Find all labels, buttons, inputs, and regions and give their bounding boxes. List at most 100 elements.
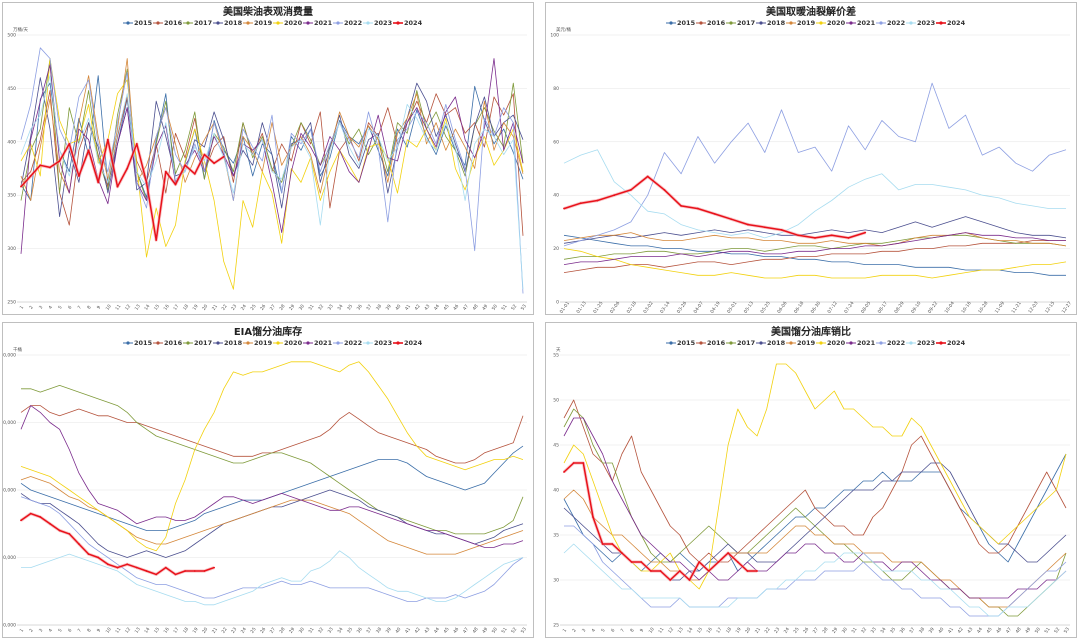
- series-line-2021: [563, 417, 1067, 599]
- data-point-2024: [116, 185, 119, 188]
- data-point-2024: [613, 194, 616, 197]
- x-tick-label: 18: [182, 303, 190, 311]
- x-tick-label: 01-25: [592, 300, 604, 314]
- series-line-2021: [20, 58, 524, 254]
- legend-label-2020: 2020: [284, 339, 303, 347]
- series-line-2016: [563, 399, 1067, 563]
- y-tick-label: 300: [7, 246, 16, 252]
- x-tick-label: 12: [667, 626, 675, 634]
- data-point-2024: [596, 199, 599, 202]
- data-point-2024: [58, 529, 61, 532]
- x-tick-label: 34: [879, 626, 887, 634]
- chart-title: 美国取暖油裂解价差: [766, 5, 856, 18]
- data-point-2024: [126, 167, 129, 170]
- legend-item-2016: 2016: [153, 19, 183, 27]
- data-point-2024: [611, 543, 614, 545]
- legend-marker-2021: [849, 21, 853, 25]
- series-2021: [20, 58, 524, 254]
- series-2015: [563, 234, 1066, 276]
- series-2023: [563, 543, 1067, 617]
- x-tick-label: 1: [562, 628, 569, 634]
- data-point-2024: [193, 172, 196, 175]
- x-tick-label: 29: [288, 626, 296, 634]
- legend-label-2024: 2024: [947, 19, 966, 27]
- legend-item-2022: 2022: [333, 19, 362, 27]
- legend-item-2015: 2015: [666, 339, 696, 347]
- x-tick-label: 50: [491, 303, 499, 311]
- legend-item-2018: 2018: [756, 339, 786, 347]
- y-axis-unit: 万桶/天: [13, 26, 29, 33]
- data-point-2024: [29, 175, 32, 177]
- series-line-2022: [20, 47, 524, 294]
- data-point-2024: [713, 212, 716, 215]
- chart-panel-heating-oil-crack-spread: 美国取暖油裂解价差 2015 2016 2017 2018 2019 2020 2021 202…: [545, 2, 1077, 315]
- y-tick-label: 100: [550, 33, 559, 39]
- x-tick-label: 23: [230, 626, 238, 634]
- legend-marker-2018: [216, 341, 220, 345]
- series-2020: [563, 363, 1067, 590]
- x-tick-label: 1: [19, 628, 26, 634]
- legend-label-2022: 2022: [887, 19, 905, 27]
- legend-marker-2017: [729, 341, 733, 345]
- series-2016: [563, 399, 1067, 563]
- legend-label-2021: 2021: [857, 339, 876, 347]
- x-tick-label: 46: [452, 303, 460, 311]
- x-tick-label: 49: [1024, 626, 1032, 634]
- x-tick-label: 42: [414, 303, 422, 311]
- x-tick-label: 40: [394, 626, 402, 634]
- x-tick-label: 46: [995, 626, 1003, 634]
- legend-item-2018: 2018: [213, 339, 243, 347]
- data-point-2024: [213, 566, 215, 569]
- x-tick-label: 11: [114, 626, 122, 634]
- legend-label-2019: 2019: [797, 19, 816, 27]
- legend-label-2022: 2022: [887, 339, 905, 347]
- x-tick-label: 25: [249, 626, 257, 634]
- x-tick-label: 35: [346, 303, 354, 311]
- data-point-2024: [830, 234, 833, 237]
- x-tick-label: 6: [67, 305, 74, 311]
- x-tick-label: 12-15: [1044, 300, 1056, 314]
- data-point-2024: [736, 561, 739, 563]
- data-point-2024: [763, 226, 766, 229]
- legend-marker-2019: [246, 21, 250, 25]
- x-tick-label: 24: [240, 626, 248, 634]
- legend-marker-2016: [156, 341, 160, 345]
- x-tick-label: 09-22: [927, 300, 939, 314]
- x-tick-label: 53: [1063, 626, 1071, 634]
- x-tick-label: 10-16: [960, 300, 972, 314]
- x-tick-label: 08-29: [893, 300, 905, 314]
- legend-item-2021: 2021: [846, 19, 876, 27]
- data-point-2024: [698, 561, 701, 563]
- x-tick-label: 4: [47, 628, 54, 634]
- legend-marker-2024: [396, 341, 400, 345]
- legend-label-2016: 2016: [707, 339, 726, 347]
- x-tick-label: 27: [812, 626, 820, 634]
- legend-item-2016: 2016: [153, 339, 183, 347]
- x-tick-label: 41: [404, 626, 412, 634]
- data-point-2024: [174, 573, 177, 576]
- legend-marker-2021: [306, 341, 310, 345]
- data-point-2024: [97, 181, 100, 184]
- x-tick-label: 20: [201, 303, 209, 311]
- x-tick-label: 05-01: [726, 300, 738, 314]
- x-tick-label: 08-17: [877, 300, 889, 314]
- x-tick-label: 43: [423, 626, 431, 634]
- series-2018: [563, 216, 1067, 244]
- legend-marker-2018: [759, 21, 763, 25]
- legend-item-2024: 2024: [936, 19, 966, 27]
- data-point-2024: [145, 570, 148, 572]
- legend-marker-2019: [246, 341, 250, 345]
- legend-marker-2015: [126, 341, 130, 345]
- x-tick-label: 8: [86, 305, 93, 311]
- x-tick-label: 27: [269, 626, 277, 634]
- series-2016: [563, 240, 1066, 273]
- series-2024: [562, 461, 758, 582]
- legend-marker-2024: [939, 21, 943, 25]
- data-point-2024: [68, 532, 71, 535]
- x-tick-label: 28: [821, 626, 829, 634]
- legend-item-2018: 2018: [213, 19, 243, 27]
- series-line-2024: [563, 175, 866, 239]
- x-tick-label: 06-30: [810, 300, 822, 314]
- data-point-2024: [717, 561, 720, 563]
- series-line-2020: [563, 248, 1067, 279]
